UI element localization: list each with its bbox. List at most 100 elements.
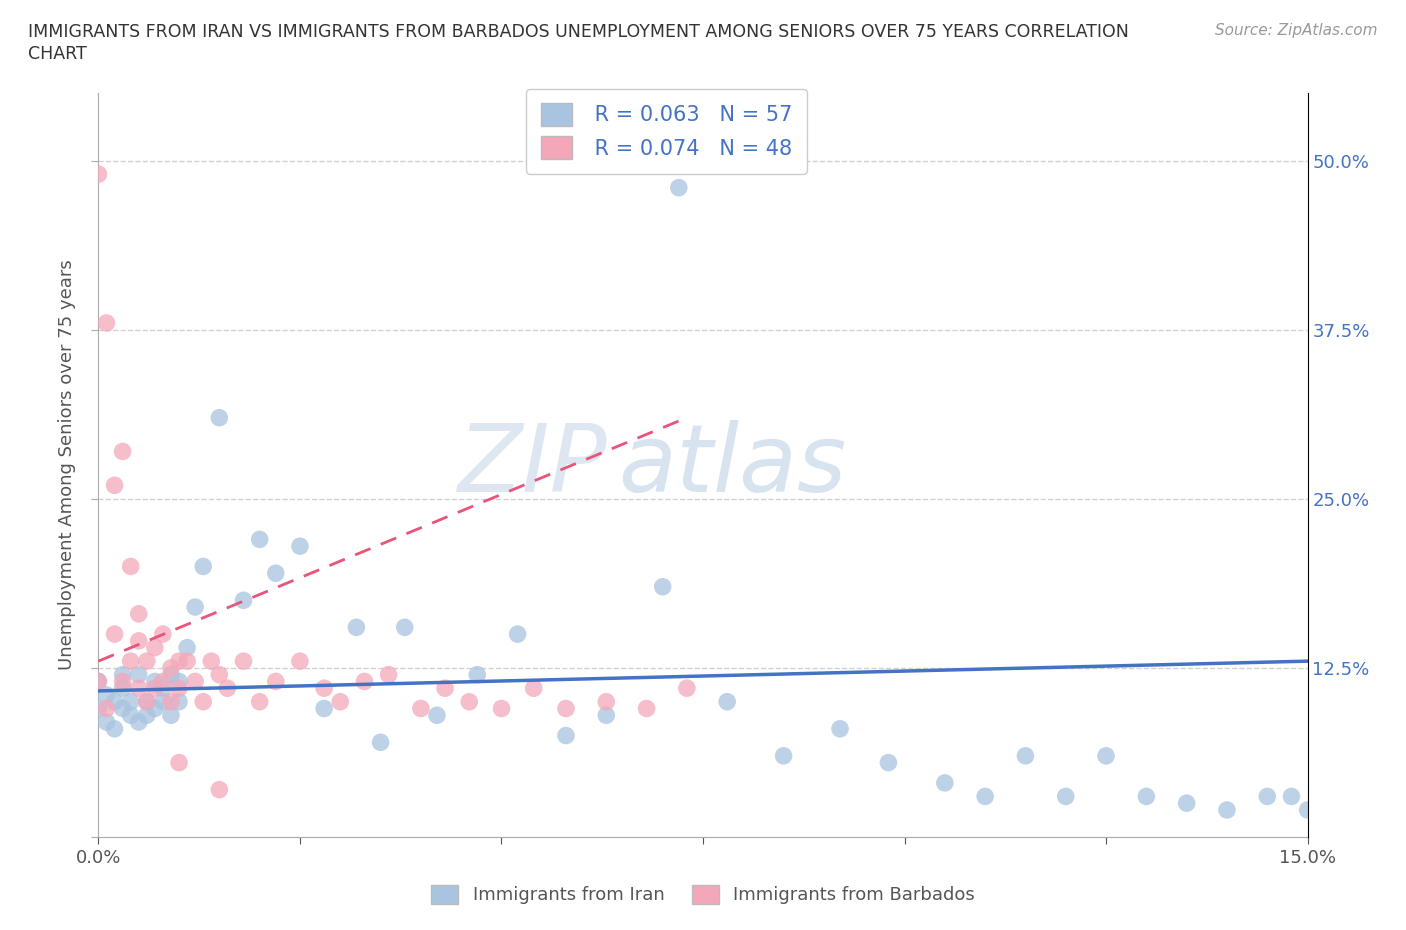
Point [135,695,157,710]
Point [264,565,287,580]
Point [111,674,134,689]
Point [491,701,513,716]
Point [636,701,658,716]
Point [1216,803,1239,817]
Text: ZIP: ZIP [457,419,606,511]
Point [434,681,457,696]
Point [176,654,198,669]
Point [409,701,432,716]
Point [193,695,215,710]
Text: Source: ZipAtlas.com: Source: ZipAtlas.com [1215,23,1378,38]
Point [877,755,900,770]
Point [96,714,118,729]
Point [87,166,110,181]
Point [1256,789,1278,804]
Point [87,674,110,689]
Point [135,654,157,669]
Point [828,722,851,737]
Point [96,315,118,330]
Point [974,789,997,804]
Point [128,681,150,696]
Point [1135,789,1157,804]
Point [120,654,142,669]
Point [111,701,134,716]
Point [651,579,673,594]
Y-axis label: Unemployment Among Seniors over 75 years: Unemployment Among Seniors over 75 years [58,259,76,671]
Point [264,674,287,689]
Point [329,695,352,710]
Point [152,681,174,696]
Point [208,410,231,425]
Point [232,592,254,607]
Point [426,708,449,723]
Point [288,654,311,669]
Point [152,695,174,710]
Point [458,695,481,710]
Point [160,695,183,710]
Point [87,701,110,716]
Text: IMMIGRANTS FROM IRAN VS IMMIGRANTS FROM BARBADOS UNEMPLOYMENT AMONG SENIORS OVER: IMMIGRANTS FROM IRAN VS IMMIGRANTS FROM … [28,23,1129,41]
Point [143,640,166,655]
Point [96,701,118,716]
Point [111,667,134,682]
Point [370,735,392,750]
Point [184,674,207,689]
Point [200,654,222,669]
Point [506,627,529,642]
Point [595,708,617,723]
Point [217,681,239,696]
Point [135,695,157,710]
Point [249,695,271,710]
Point [103,722,125,737]
Point [394,620,416,635]
Point [167,674,190,689]
Point [111,681,134,696]
Point [555,728,578,743]
Point [232,654,254,669]
Point [288,538,311,553]
Text: atlas: atlas [619,419,846,511]
Point [128,633,150,648]
Point [103,478,125,493]
Point [1296,803,1319,817]
Point [249,532,271,547]
Point [143,681,166,696]
Point [160,660,183,675]
Point [103,695,125,710]
Text: CHART: CHART [28,45,87,62]
Point [96,687,118,702]
Point [135,708,157,723]
Point [87,674,110,689]
Point [1054,789,1077,804]
Legend: Immigrants from Iran, Immigrants from Barbados: Immigrants from Iran, Immigrants from Ba… [425,877,981,911]
Point [167,695,190,710]
Point [595,695,617,710]
Point [128,714,150,729]
Point [377,667,399,682]
Point [344,620,367,635]
Point [676,681,699,696]
Point [103,627,125,642]
Point [143,701,166,716]
Point [716,695,738,710]
Point [1175,796,1198,811]
Point [160,708,183,723]
Point [152,674,174,689]
Point [555,701,578,716]
Point [167,755,190,770]
Point [668,180,690,195]
Point [208,782,231,797]
Point [160,667,183,682]
Point [176,640,198,655]
Point [120,559,142,574]
Point [1095,749,1118,764]
Point [772,749,794,764]
Point [208,667,231,682]
Point [128,667,150,682]
Point [523,681,546,696]
Point [465,667,488,682]
Point [167,654,190,669]
Point [152,627,174,642]
Point [353,674,375,689]
Point [1014,749,1036,764]
